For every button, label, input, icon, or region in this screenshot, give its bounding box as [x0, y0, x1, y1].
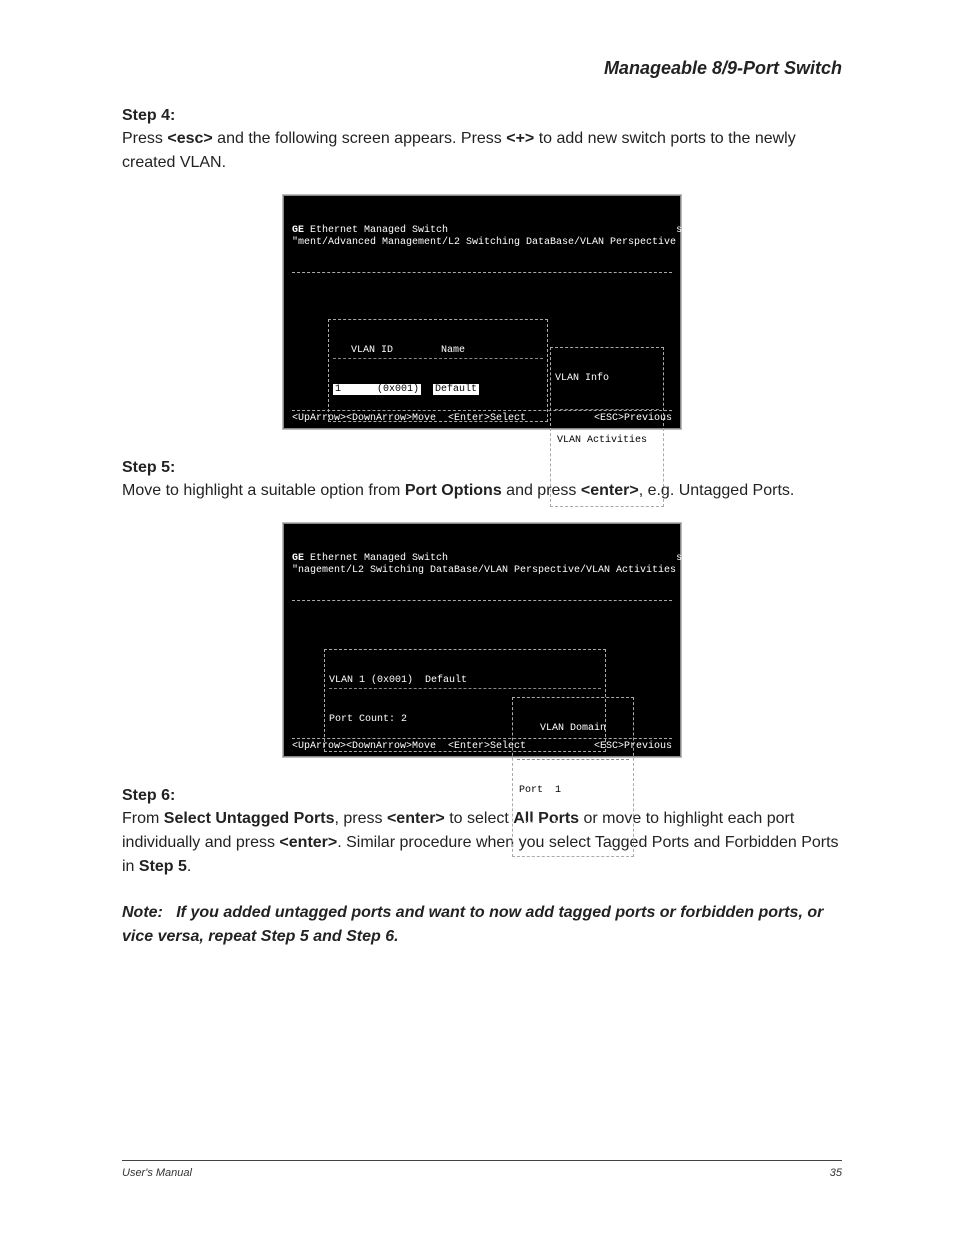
vlan-table-row: 1 (0x001) Default	[333, 384, 543, 396]
page: Manageable 8/9-Port Switch Step 4: Press…	[0, 0, 954, 1235]
vlan-info-row1: VLAN 1 (0x001) Default	[329, 675, 601, 690]
footer-right: <ESC>Previous	[594, 413, 672, 425]
terminal1-title-left: GE Ethernet Managed Switch "ment/Advance…	[292, 225, 676, 248]
key-esc: <esc>	[167, 130, 212, 147]
text: and the following screen appears. Press	[213, 130, 507, 147]
vlan-table: VLAN ID Name 1 (0x001) Default	[328, 319, 548, 422]
menu-item: VLAN Activities	[555, 435, 659, 447]
step4-title: Step 4:	[122, 107, 842, 125]
page-footer: User's Manual 35	[122, 1160, 842, 1179]
note-label: Note:	[122, 904, 163, 921]
terminal2-titlebar: GE Ethernet Managed Switch "nagement/L2 …	[292, 553, 672, 576]
title-bold: GE	[292, 553, 304, 564]
vlan-menu: VLAN Info VLAN Activities VLAN Settings	[550, 347, 664, 508]
menu-item-port1: Port 1	[517, 785, 563, 796]
footer-left: User's Manual	[122, 1167, 192, 1179]
text: From	[122, 810, 164, 827]
step4-body: Press <esc> and the following screen app…	[122, 127, 842, 175]
key-plus: <+>	[506, 130, 534, 147]
menu-item-settings: VLAN Settings	[555, 470, 659, 482]
step6-body: From Select Untagged Ports, press <enter…	[122, 807, 842, 879]
row-id: 1 (0x001)	[333, 384, 421, 395]
col-name: Name	[441, 345, 465, 356]
footer-left: <UpArrow><DownArrow>Move <Enter>Select	[292, 413, 526, 425]
terminal1-title-right: switch_a admin	[676, 225, 724, 248]
note-text: If you added untagged ports and want to …	[122, 904, 823, 945]
terminal2-wrap: GE Ethernet Managed Switch "nagement/L2 …	[122, 523, 842, 757]
menu-item: Port 1	[517, 785, 629, 797]
title-rest: Ethernet Managed Switch	[304, 225, 448, 236]
page-number: 35	[830, 1167, 842, 1179]
user: switch_a	[676, 553, 724, 564]
terminal2-title-left: GE Ethernet Managed Switch "nagement/L2 …	[292, 553, 676, 576]
menu-title: VLAN Domain	[517, 723, 629, 735]
text: Press	[122, 130, 167, 147]
divider	[292, 600, 672, 601]
breadcrumb: "ment/Advanced Management/L2 Switching D…	[292, 237, 676, 248]
footer-left: <UpArrow><DownArrow>Move <Enter>Select	[292, 741, 526, 753]
text: .	[187, 858, 191, 875]
breadcrumb: "nagement/L2 Switching DataBase/VLAN Per…	[292, 565, 676, 576]
role: admin	[694, 237, 724, 248]
row-name: Default	[433, 384, 479, 395]
footer-right: <ESC>Previous	[594, 741, 672, 753]
user: switch_a	[676, 225, 724, 236]
vlan-table-header: VLAN ID Name	[333, 345, 543, 360]
menu-item-port2: Port 2	[517, 820, 629, 832]
menu-title: VLAN Info	[555, 373, 659, 385]
title-rest: Ethernet Managed Switch	[304, 553, 448, 564]
title-bold: GE	[292, 225, 304, 236]
terminal2-title-right: switch_a admin	[676, 553, 724, 576]
terminal1: GE Ethernet Managed Switch "ment/Advance…	[283, 195, 681, 429]
terminal1-footer: <UpArrow><DownArrow>Move <Enter>Select <…	[292, 410, 672, 425]
terminal1-wrap: GE Ethernet Managed Switch "ment/Advance…	[122, 195, 842, 429]
terminal2: GE Ethernet Managed Switch "nagement/L2 …	[283, 523, 681, 757]
note: Note: If you added untagged ports and wa…	[122, 901, 842, 949]
key-enter: <enter>	[279, 834, 337, 851]
terminal2-footer: <UpArrow><DownArrow>Move <Enter>Select <…	[292, 738, 672, 753]
role: admin	[694, 565, 724, 576]
col-vlan-id: VLAN ID	[351, 345, 393, 356]
step5-ref: Step 5	[139, 858, 187, 875]
terminal1-titlebar: GE Ethernet Managed Switch "ment/Advance…	[292, 225, 672, 248]
page-header-title: Manageable 8/9-Port Switch	[122, 58, 842, 79]
vlan-domain-menu: VLAN Domain Port 1 Port 2	[512, 697, 634, 858]
menu-item-activities: VLAN Activities	[555, 435, 649, 446]
divider	[292, 272, 672, 273]
divider	[517, 759, 629, 760]
